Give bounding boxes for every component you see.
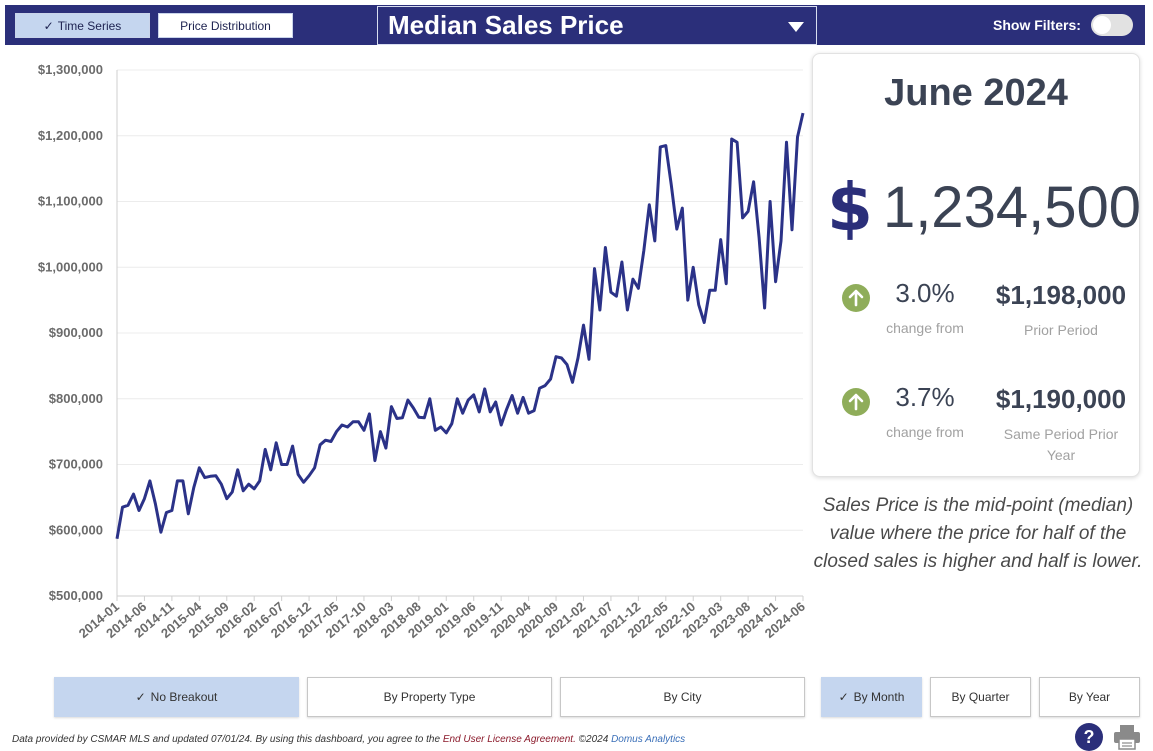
y-tick-label: $700,000	[49, 457, 103, 472]
eula-link[interactable]: End User License Agreement.	[442, 734, 576, 745]
show-filters-label: Show Filters:	[993, 17, 1081, 33]
footer-text: Data provided by CSMAR MLS and updated 0…	[12, 734, 441, 745]
prior-period-value: $1,198,000	[995, 280, 1127, 310]
printer-icon[interactable]	[1113, 724, 1141, 750]
by-month-button[interactable]: ✓ By Month	[821, 677, 922, 717]
prior-period-label: Prior Period	[1024, 322, 1098, 338]
y-tick-label: $900,000	[49, 325, 103, 340]
show-filters-toggle[interactable]	[1091, 14, 1133, 36]
prior-year-change-label: change from	[886, 424, 964, 440]
prior-year-pct: 3.7%	[895, 382, 955, 412]
price-distribution-label: Price Distribution	[180, 18, 271, 33]
chevron-down-icon	[788, 22, 804, 32]
metric-dropdown-value: Median Sales Price	[388, 10, 624, 40]
series-line[interactable]	[115, 112, 805, 540]
prior-period-change-label: change from	[886, 320, 964, 336]
by-quarter-label: By Quarter	[951, 690, 1010, 704]
top-bar: ✓ Time Series Price Distribution Median …	[5, 5, 1145, 45]
metric-description: Sales Price is the mid-point (median) va…	[813, 495, 1143, 572]
y-tick-label: $1,000,000	[38, 259, 103, 274]
by-quarter-button[interactable]: By Quarter	[930, 677, 1031, 717]
prior-period-pct: 3.0%	[895, 278, 955, 308]
by-property-type-button[interactable]: By Property Type	[307, 677, 552, 717]
summary-value: $ 1,234,500	[827, 169, 1141, 246]
footer-disclaimer: Data provided by CSMAR MLS and updated 0…	[12, 734, 685, 745]
time-series-button[interactable]: ✓ Time Series	[15, 13, 150, 38]
help-icon[interactable]: ?	[1075, 723, 1103, 751]
by-property-type-label: By Property Type	[383, 690, 476, 704]
check-icon: ✓	[43, 18, 54, 33]
prior-year-value: $1,190,000	[995, 384, 1127, 414]
prior-year-comparison: 3.7% change from $1,190,000 Same Period …	[813, 382, 1139, 468]
summary-card: June 2024 $ 1,234,500 3.0% change from $…	[812, 53, 1141, 477]
y-tick-label: $1,200,000	[38, 128, 103, 143]
price-distribution-button[interactable]: Price Distribution	[158, 13, 293, 38]
time-series-label: Time Series	[57, 18, 122, 33]
summary-value-number: 1,234,500	[882, 175, 1141, 240]
check-icon: ✓	[135, 690, 146, 704]
by-year-button[interactable]: By Year	[1039, 677, 1140, 717]
y-tick-label: $600,000	[49, 522, 103, 537]
by-city-button[interactable]: By City	[560, 677, 805, 717]
domus-analytics-link[interactable]: Domus Analytics	[611, 734, 686, 745]
by-city-label: By City	[663, 690, 702, 704]
no-breakout-label: No Breakout	[150, 690, 218, 704]
check-icon: ✓	[838, 690, 849, 704]
prior-period-comparison: 3.0% change from $1,198,000 Prior Period	[813, 278, 1139, 364]
arrow-up-icon	[842, 388, 870, 416]
y-tick-label: $1,300,000	[38, 62, 103, 77]
median-price-line-chart[interactable]: $500,000 $600,000 $700,000 $800,000 $900,000…	[0, 50, 810, 670]
y-tick-label: $500,000	[49, 588, 103, 603]
summary-period: June 2024	[884, 72, 1068, 114]
y-tick-label: $1,100,000	[38, 194, 103, 209]
no-breakout-button[interactable]: ✓ No Breakout	[54, 677, 299, 717]
prior-year-label: Same Period Prior Year	[1003, 426, 1119, 463]
copyright: ©2024	[578, 734, 609, 745]
toggle-knob	[1093, 16, 1111, 34]
y-tick-label: $800,000	[49, 391, 103, 406]
by-month-label: By Month	[853, 690, 905, 704]
by-year-label: By Year	[1068, 690, 1111, 704]
arrow-up-icon	[842, 284, 870, 312]
dollar-icon: $	[827, 169, 873, 246]
metric-dropdown[interactable]: Median Sales Price	[377, 6, 817, 45]
